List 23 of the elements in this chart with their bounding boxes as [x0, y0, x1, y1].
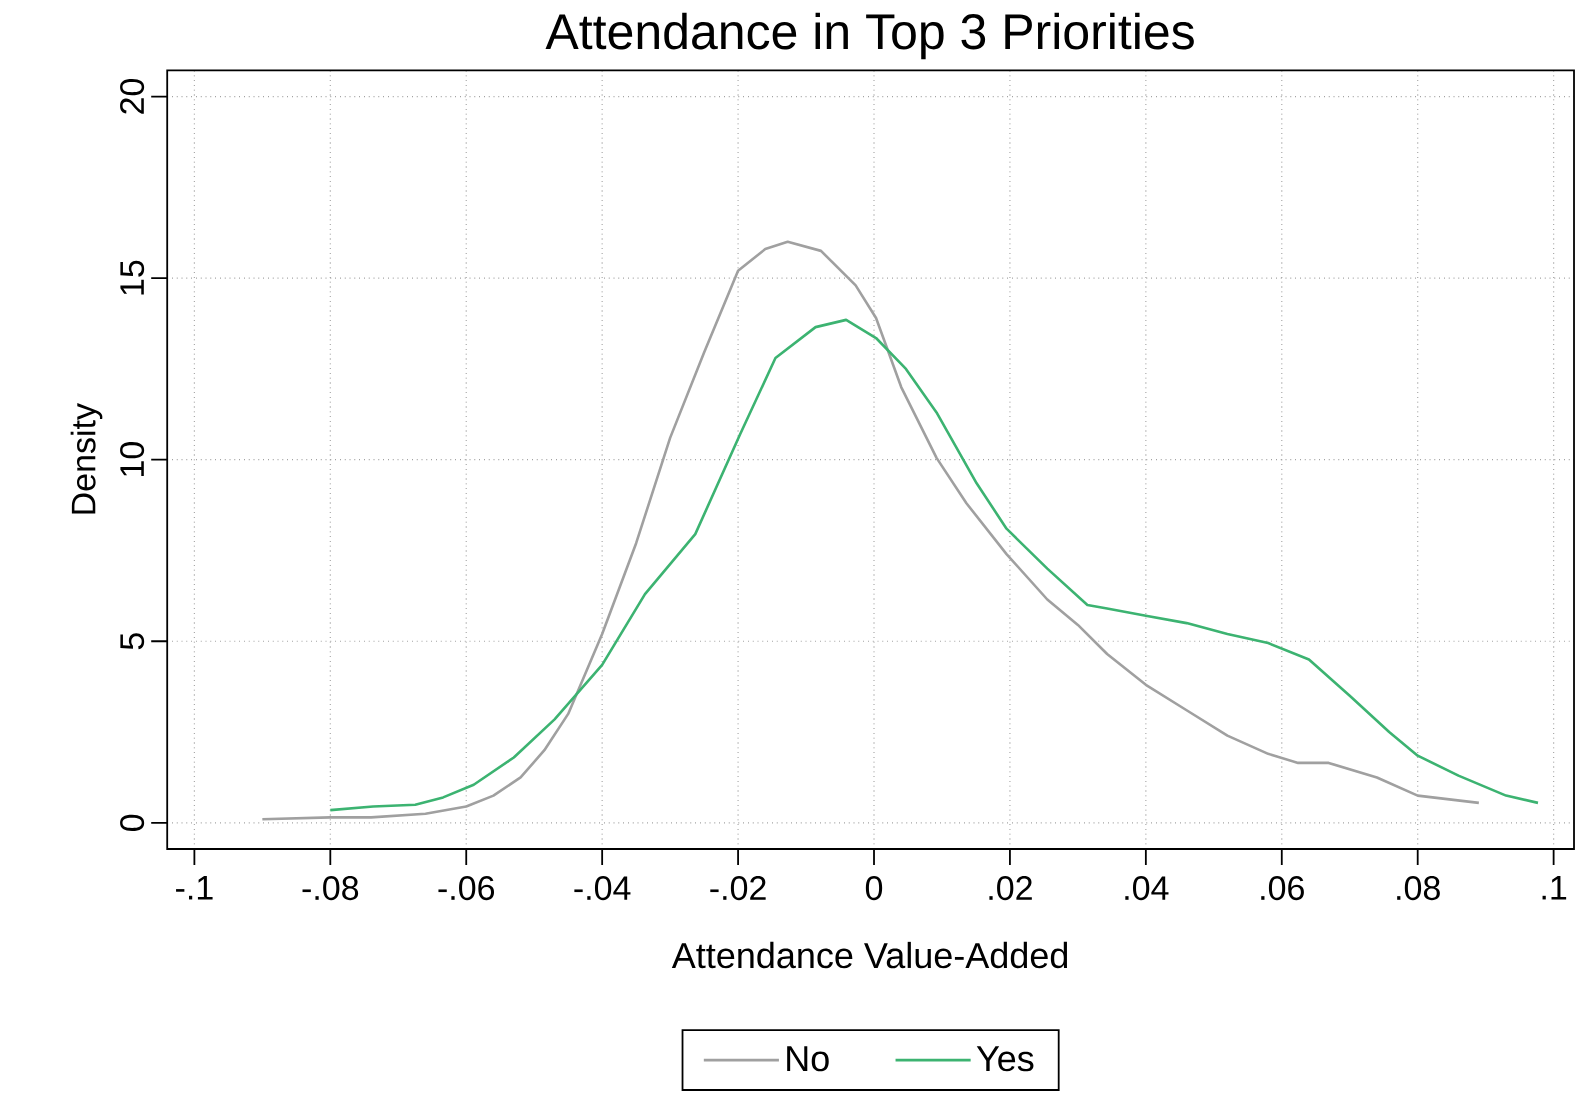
y-tick-label: 0	[120, 814, 145, 831]
y-tick-label: 5	[120, 633, 145, 650]
x-tick-label: -.1	[176, 876, 213, 900]
x-tick-label: .04	[1125, 876, 1169, 901]
y-axis-title: Density	[70, 403, 103, 514]
x-tick-label: .08	[1397, 876, 1440, 901]
line-series	[329, 318, 1540, 812]
x-tick-label: -.04	[574, 876, 631, 901]
x-tick-label: .06	[1261, 876, 1304, 901]
chart-title: Attendance in Top 3 Priorities	[545, 12, 1194, 60]
y-tick-label: 10	[120, 442, 145, 476]
x-tick-label: 0	[865, 876, 883, 901]
y-tick-label: 20	[120, 78, 145, 114]
x-tick-label: -.02	[710, 876, 766, 901]
x-axis-title: Attendance Value-Added	[671, 941, 1068, 969]
x-tick-label: .1	[1542, 876, 1567, 900]
y-tick-label: 15	[120, 260, 145, 295]
legend-label: No	[787, 1046, 829, 1072]
legend-label: Yes	[976, 1046, 1034, 1072]
x-tick-label: -.08	[302, 876, 359, 901]
x-tick-label: -.06	[438, 876, 495, 901]
x-tick-label: .02	[989, 876, 1032, 901]
line-series	[261, 240, 1481, 821]
